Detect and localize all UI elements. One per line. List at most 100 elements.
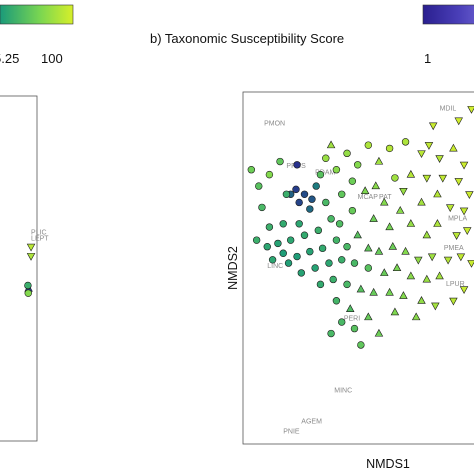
panel-b-data-point [265, 223, 274, 231]
panel-b-data-point [380, 268, 389, 276]
panel-b-data-point [300, 231, 309, 239]
panel-b-data-point [274, 239, 282, 248]
panel-b-data-point [356, 284, 366, 293]
panel-b-data-point [360, 186, 370, 195]
panel-b-data-point [292, 185, 300, 194]
panel-b-data-point [268, 256, 277, 264]
panel-b-ylabel: NMDS2 [226, 246, 240, 290]
panel-b-species-label: PDAM [315, 170, 335, 177]
panel-b-data-point [297, 269, 306, 277]
panel-b-xlabel: NMDS1 [366, 457, 410, 471]
panel-b-data-point [332, 297, 341, 305]
panel-b-data-point [401, 138, 410, 146]
panel-b-data-point [308, 195, 316, 203]
panel-b-species-label: MPLA [448, 215, 467, 222]
panel-b-data-point [357, 341, 365, 349]
panel-b-data-point [467, 260, 474, 268]
panel-b-data-point [459, 207, 469, 216]
panel-b-data-point [392, 263, 402, 272]
panel-b-data-point [255, 182, 263, 190]
panel-b-data-point [284, 259, 293, 267]
panel-b-species-label: PAT [379, 194, 392, 201]
panel-a-plot-frame [0, 95, 38, 442]
panel-b-data-point [329, 275, 337, 284]
panel-b-data-point [322, 154, 330, 162]
panel-b-data-point [422, 230, 432, 239]
panel-b-data-point [369, 214, 378, 222]
panel-b-data-point [348, 206, 357, 215]
panel-b: b) Taxonomic Susceptibility Score 1 MDIL… [150, 4, 474, 471]
panel-b-data-point [395, 205, 405, 214]
panel-b-data-point [276, 157, 284, 166]
panel-b-data-point [452, 232, 461, 240]
panel-b-data-point [282, 190, 291, 198]
panel-b-title: b) Taxonomic Susceptibility Score [150, 31, 344, 46]
panel-b-data-point [279, 249, 287, 257]
panel-b-species-label: MINC [334, 387, 352, 394]
panel-b-data-point [433, 189, 442, 198]
panel-b-data-point [325, 259, 333, 267]
panel-b-data-point [390, 307, 400, 316]
panel-b-species-label: PMEA [444, 245, 464, 252]
panel-b-plot: MDILPMONPRUSPDAMMCAPPATMPLAPMEALINCLPURP… [247, 106, 474, 435]
panel-b-species-label: LPUR [446, 281, 465, 288]
panel-b-data-point [335, 220, 344, 228]
panel-b-data-point [385, 287, 394, 296]
panel-b-data-point [345, 304, 355, 312]
panel-b-data-point [338, 256, 346, 264]
panel-b-data-point [338, 318, 346, 326]
panel-b-data-point [327, 215, 335, 223]
panel-b-data-point [326, 140, 336, 149]
panel-b-data-point [465, 191, 474, 199]
panel-b-species-label: LINC [267, 263, 283, 270]
panel-b-data-point [353, 230, 362, 239]
panel-b-data-point [350, 259, 359, 267]
panel-b-data-point [332, 166, 341, 174]
panel-b-data-point [369, 287, 378, 296]
panel-b-data-point [433, 219, 442, 227]
panel-b-data-point [462, 227, 472, 236]
panel-b-data-point [417, 197, 426, 206]
panel-b-data-point [385, 222, 394, 231]
panel-b-data-point [414, 256, 423, 265]
panel-a-data-point [26, 253, 36, 261]
panel-b-species-label: MDIL [440, 106, 457, 113]
panel-b-data-point [343, 243, 351, 251]
panel-b-species-label: PNIE [283, 428, 300, 435]
panel-b-data-point [459, 161, 469, 170]
panel-b-species-label: AGEM [301, 419, 322, 426]
panel-b-data-point [399, 291, 408, 299]
panel-b-colorbar [422, 4, 474, 25]
panel-b-data-point [311, 264, 319, 272]
panel-b-data-point [417, 296, 426, 304]
panel-b-data-point [385, 144, 394, 153]
panel-b-data-point [435, 271, 444, 280]
panel-b-data-point [371, 181, 381, 190]
panel-b-data-point [263, 243, 271, 251]
panel-b-data-point [435, 155, 444, 163]
panel-a-colorbar [0, 4, 74, 25]
panel-b-data-point [428, 122, 438, 131]
panel-b-data-point [300, 190, 309, 198]
panel-b-data-point [265, 170, 274, 179]
panel-b-data-point [467, 106, 474, 114]
panel-b-data-point [293, 161, 301, 169]
panel-b-data-point [374, 156, 384, 165]
panel-b-data-point [422, 274, 432, 283]
panel-b-data-point [454, 117, 463, 126]
panel-b-data-point [350, 324, 359, 333]
panel-b-data-point [449, 297, 458, 306]
panel-b-data-point [401, 246, 410, 255]
panel-b-data-point [406, 169, 416, 178]
panel-b-data-point [374, 246, 384, 255]
panel-b-colorbar-tick-low: 1 [424, 51, 431, 66]
panel-b-species-label: MCAP [358, 194, 379, 201]
panel-b-data-point [364, 264, 373, 272]
panel-b-data-point [364, 312, 373, 321]
panel-b-data-point [316, 280, 325, 289]
panel-b-data-point [348, 177, 357, 185]
panel-b-data-point [374, 328, 384, 337]
panel-b-data-point [424, 142, 434, 150]
panel-b-data-point [322, 198, 330, 207]
